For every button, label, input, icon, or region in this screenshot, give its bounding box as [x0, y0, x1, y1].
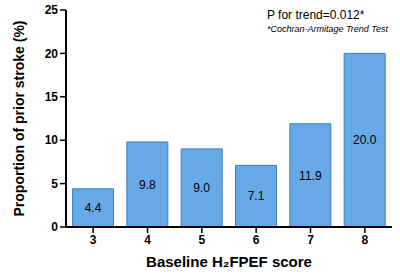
- svg-text:Proportion of prior stroke (%): Proportion of prior stroke (%): [11, 21, 27, 217]
- svg-text:8: 8: [361, 233, 368, 247]
- svg-text:9.8: 9.8: [139, 178, 156, 192]
- svg-text:5: 5: [198, 233, 205, 247]
- svg-text:5: 5: [51, 177, 58, 191]
- html-text:P for trend=0.012*: P for trend=0.012*: [266, 8, 365, 22]
- svg-text:11.9: 11.9: [299, 169, 322, 183]
- svg-text:20.0: 20.0: [353, 133, 377, 147]
- svg-text:10: 10: [45, 133, 59, 147]
- svg-text:6: 6: [253, 233, 260, 247]
- svg-text:4.4: 4.4: [85, 201, 102, 215]
- svg-text:25: 25: [45, 3, 59, 17]
- svg-text:7: 7: [307, 233, 314, 247]
- svg-text:20: 20: [45, 47, 59, 61]
- svg-text:9.0: 9.0: [193, 181, 210, 195]
- svg-text:Baseline H₂FPEF score: Baseline H₂FPEF score: [146, 253, 312, 270]
- html-text:*Cochran-Armitage Trend Test: *Cochran-Armitage Trend Test: [266, 24, 388, 34]
- svg-text:7.1: 7.1: [248, 189, 265, 203]
- svg-text:0: 0: [51, 220, 58, 234]
- svg-text:15: 15: [45, 90, 59, 104]
- svg-text:4: 4: [144, 233, 151, 247]
- svg-text:3: 3: [90, 233, 97, 247]
